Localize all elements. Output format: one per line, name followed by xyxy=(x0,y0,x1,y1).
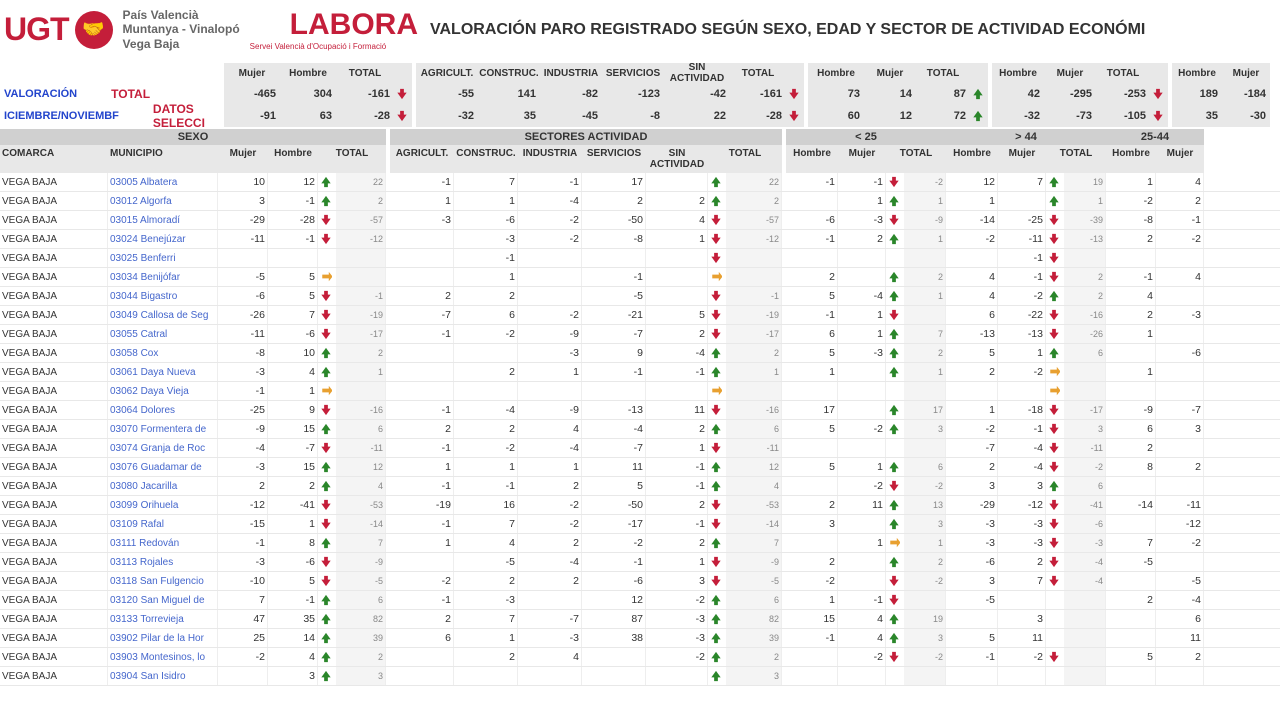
table-row: VEGA BAJA03111 Redován-187142-22711-3-3-… xyxy=(0,534,1280,553)
municipio-link[interactable]: 03024 Benejúzar xyxy=(108,230,218,248)
table-row: VEGA BAJA03005 Albatera101222-17-11722-1… xyxy=(0,173,1280,192)
municipio-link[interactable]: 03111 Redován xyxy=(108,534,218,552)
table-row: VEGA BAJA03109 Rafal-151-14-17-2-17-1-14… xyxy=(0,515,1280,534)
table-row: VEGA BAJA03902 Pilar de la Hor25143961-3… xyxy=(0,629,1280,648)
table-row: VEGA BAJA03061 Daya Nueva-34121-1-11112-… xyxy=(0,363,1280,382)
handshake-icon: 🤝 xyxy=(75,11,113,49)
municipio-link[interactable]: 03064 Dolores xyxy=(108,401,218,419)
municipio-link[interactable]: 03044 Bigastro xyxy=(108,287,218,305)
data-table: VEGA BAJA03005 Albatera101222-17-11722-1… xyxy=(0,173,1280,686)
table-row: VEGA BAJA03118 San Fulgencio-105-5-222-6… xyxy=(0,572,1280,591)
labora-block: LABORA Servei Valencià d'Ocupació i Form… xyxy=(250,8,418,51)
municipio-link[interactable]: 03120 San Miguel de xyxy=(108,591,218,609)
table-row: VEGA BAJA03133 Torrevieja47358227-787-38… xyxy=(0,610,1280,629)
summary-labels: VALORACIÓNTOTAL ICIEMBRE/NOVIEMBFDATOS S… xyxy=(0,63,220,127)
table-row: VEGA BAJA03062 Daya Vieja-11 xyxy=(0,382,1280,401)
municipio-link[interactable]: 03099 Orihuela xyxy=(108,496,218,514)
table-row: VEGA BAJA03904 San Isidro333 xyxy=(0,667,1280,686)
municipio-link[interactable]: 03074 Granja de Roc xyxy=(108,439,218,457)
municipio-link[interactable]: 03070 Formentera de xyxy=(108,420,218,438)
table-row: VEGA BAJA03055 Catral-11-6-17-1-2-9-72-1… xyxy=(0,325,1280,344)
table-row: VEGA BAJA03076 Guadamar de-3151211111-11… xyxy=(0,458,1280,477)
table-row: VEGA BAJA03070 Formentera de-9156224-426… xyxy=(0,420,1280,439)
header: UGT 🤝 País Valencià Muntanya - Vinalopó … xyxy=(0,0,1280,63)
summary-block: HombreMujer189-18435-30 xyxy=(1172,63,1270,127)
municipio-link[interactable]: 03062 Daya Vieja xyxy=(108,382,218,400)
summary-block: HombreMujerTOTAL731487601272 xyxy=(808,63,988,127)
table-row: VEGA BAJA03113 Rojales-3-6-9-5-4-11-922-… xyxy=(0,553,1280,572)
municipio-link[interactable]: 03061 Daya Nueva xyxy=(108,363,218,381)
ugt-text: UGT xyxy=(4,11,69,48)
municipio-link[interactable]: 03080 Jacarilla xyxy=(108,477,218,495)
table-row: VEGA BAJA03034 Benijófar-551-1224-12-14 xyxy=(0,268,1280,287)
table-row: VEGA BAJA03058 Cox-8102-39-425-32516-6 xyxy=(0,344,1280,363)
table-row: VEGA BAJA03903 Montesinos, lo-24224-22-2… xyxy=(0,648,1280,667)
region-label: País Valencià Muntanya - Vinalopó Vega B… xyxy=(123,8,240,51)
municipio-link[interactable]: 03015 Almoradí xyxy=(108,211,218,229)
summary-block: HombreMujerTOTAL42-295-253-32-73-105 xyxy=(992,63,1168,127)
municipio-link[interactable]: 03109 Rafal xyxy=(108,515,218,533)
municipio-link[interactable]: 03904 San Isidro xyxy=(108,667,218,685)
page-title: VALORACIÓN PARO REGISTRADO SEGÚN SEXO, E… xyxy=(430,21,1145,39)
municipio-link[interactable]: 03118 San Fulgencio xyxy=(108,572,218,590)
table-row: VEGA BAJA03049 Callosa de Seg-267-19-76-… xyxy=(0,306,1280,325)
table-row: VEGA BAJA03025 Benferri-1-1 xyxy=(0,249,1280,268)
municipio-link[interactable]: 03903 Montesinos, lo xyxy=(108,648,218,666)
municipio-link[interactable]: 03034 Benijófar xyxy=(108,268,218,286)
table-row: VEGA BAJA03080 Jacarilla224-1-125-14-2-2… xyxy=(0,477,1280,496)
municipio-link[interactable]: 03012 Algorfa xyxy=(108,192,218,210)
summary-bar: VALORACIÓNTOTAL ICIEMBRE/NOVIEMBFDATOS S… xyxy=(0,63,1280,127)
column-headers: COMARCAMUNICIPIOMujerHombreTOTALAGRICULT… xyxy=(0,145,1280,173)
ugt-logo: UGT 🤝 xyxy=(4,11,113,49)
municipio-link[interactable]: 03902 Pilar de la Hor xyxy=(108,629,218,647)
municipio-link[interactable]: 03076 Guadamar de xyxy=(108,458,218,476)
municipio-link[interactable]: 03113 Rojales xyxy=(108,553,218,571)
table-row: VEGA BAJA03064 Dolores-259-16-1-4-9-1311… xyxy=(0,401,1280,420)
municipio-link[interactable]: 03005 Albatera xyxy=(108,173,218,191)
table-row: VEGA BAJA03044 Bigastro-65-122-5-15-414-… xyxy=(0,287,1280,306)
section-headers: SEXOSECTORES ACTIVIDAD< 25> 4425-44 xyxy=(0,129,1280,145)
municipio-link[interactable]: 03025 Benferri xyxy=(108,249,218,267)
municipio-link[interactable]: 03049 Callosa de Seg xyxy=(108,306,218,324)
table-row: VEGA BAJA03099 Orihuela-12-41-53-1916-2-… xyxy=(0,496,1280,515)
table-row: VEGA BAJA03024 Benejúzar-11-1-12-3-2-81-… xyxy=(0,230,1280,249)
summary-block: MujerHombreTOTAL-465304-161-9163-28 xyxy=(224,63,412,127)
municipio-link[interactable]: 03058 Cox xyxy=(108,344,218,362)
table-row: VEGA BAJA03074 Granja de Roc-4-7-11-1-2-… xyxy=(0,439,1280,458)
municipio-link[interactable]: 03055 Catral xyxy=(108,325,218,343)
table-row: VEGA BAJA03120 San Miguel de7-16-1-312-2… xyxy=(0,591,1280,610)
summary-block: AGRICULT.CONSTRUC.INDUSTRIASERVICIOSSIN … xyxy=(416,63,804,127)
labora-logo: LABORA xyxy=(290,8,418,42)
municipio-link[interactable]: 03133 Torrevieja xyxy=(108,610,218,628)
table-row: VEGA BAJA03015 Almoradí-29-28-57-3-6-2-5… xyxy=(0,211,1280,230)
table-row: VEGA BAJA03012 Algorfa3-1211-42221111-22 xyxy=(0,192,1280,211)
